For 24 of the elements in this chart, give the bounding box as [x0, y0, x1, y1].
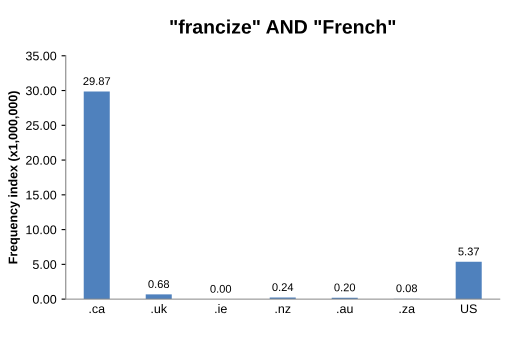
- y-tick-label: 0.00: [32, 294, 56, 304]
- x-tick-label: .au: [337, 306, 353, 314]
- x-tick-label: .ca: [90, 306, 106, 314]
- data-label: 0.00: [210, 284, 232, 293]
- chart-title: "francize" AND "French": [170, 19, 396, 34]
- data-label: 0.08: [396, 284, 418, 292]
- data-label: 29.87: [83, 77, 110, 86]
- y-tick-label: 15.00: [26, 190, 56, 200]
- y-tick-label: 35.00: [26, 52, 56, 60]
- data-label: 5.37: [458, 248, 479, 256]
- y-tick-label: 5.00: [32, 260, 56, 270]
- y-axis-title: Frequency index (x1,000,000): [8, 91, 20, 264]
- x-tick-label: US: [460, 304, 477, 314]
- y-tick-label: 30.00: [26, 86, 56, 96]
- data-label: 0.68: [148, 280, 170, 288]
- data-label: 0.24: [272, 283, 294, 292]
- y-tick-label: 10.00: [26, 225, 56, 234]
- y-tick-label: 20.00: [26, 156, 56, 165]
- x-tick-label: .uk: [152, 304, 168, 314]
- x-tick-label: .za: [400, 306, 416, 314]
- data-label: 0.20: [334, 284, 356, 292]
- x-tick-label: .nz: [276, 306, 290, 314]
- x-tick-label: .ie: [215, 304, 227, 314]
- y-tick-label: 25.00: [26, 121, 56, 130]
